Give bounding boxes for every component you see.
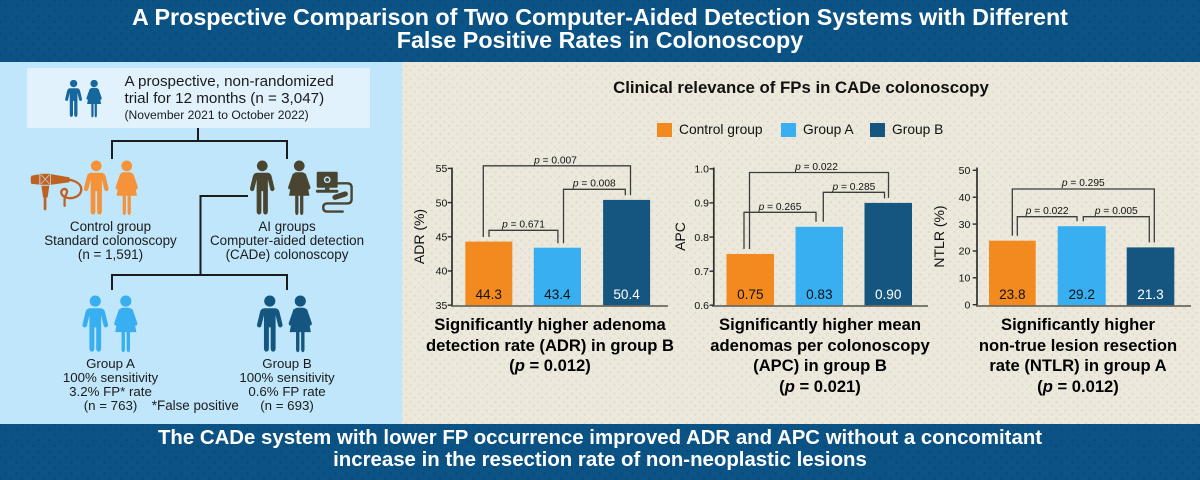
svg-text:40: 40 bbox=[436, 266, 448, 278]
svg-text:0.7: 0.7 bbox=[694, 266, 709, 278]
svg-text:0.90: 0.90 bbox=[875, 287, 902, 302]
svg-text:23.8: 23.8 bbox=[999, 287, 1025, 302]
svg-text:p = 0.022: p = 0.022 bbox=[1025, 206, 1069, 217]
svg-text:55: 55 bbox=[436, 163, 448, 175]
svg-text:0.9: 0.9 bbox=[694, 198, 709, 210]
svg-text:p = 0.022: p = 0.022 bbox=[794, 162, 838, 173]
svg-text:0.83: 0.83 bbox=[806, 287, 832, 302]
svg-text:0.6: 0.6 bbox=[694, 300, 709, 312]
svg-text:44.3: 44.3 bbox=[475, 287, 501, 302]
svg-text:10: 10 bbox=[959, 273, 971, 285]
svg-text:p = 0.265: p = 0.265 bbox=[758, 202, 802, 213]
svg-text:21.3: 21.3 bbox=[1137, 287, 1163, 302]
svg-text:30: 30 bbox=[959, 219, 971, 231]
svg-text:0.75: 0.75 bbox=[737, 287, 763, 302]
svg-text:40: 40 bbox=[959, 192, 971, 204]
svg-text:35: 35 bbox=[436, 300, 448, 312]
svg-text:45: 45 bbox=[436, 232, 448, 244]
svg-text:ADR (%): ADR (%) bbox=[411, 209, 427, 264]
svg-text:p = 0.005: p = 0.005 bbox=[1094, 206, 1138, 217]
svg-text:43.4: 43.4 bbox=[544, 287, 571, 302]
svg-text:0: 0 bbox=[964, 299, 970, 311]
svg-text:p = 0.008: p = 0.008 bbox=[572, 179, 616, 190]
svg-text:p = 0.285: p = 0.285 bbox=[832, 182, 876, 193]
svg-text:29.2: 29.2 bbox=[1068, 287, 1094, 302]
svg-text:NTLR (%): NTLR (%) bbox=[931, 205, 947, 267]
svg-text:APC: APC bbox=[672, 222, 688, 251]
svg-text:p = 0.295: p = 0.295 bbox=[1061, 178, 1105, 189]
svg-text:p = 0.671: p = 0.671 bbox=[501, 220, 545, 231]
svg-text:20: 20 bbox=[959, 246, 971, 258]
svg-text:50: 50 bbox=[959, 165, 971, 177]
svg-text:50.4: 50.4 bbox=[613, 287, 640, 302]
svg-text:1.0: 1.0 bbox=[694, 164, 709, 176]
svg-text:p = 0.007: p = 0.007 bbox=[533, 155, 577, 166]
svg-text:0.8: 0.8 bbox=[694, 232, 709, 244]
svg-text:50: 50 bbox=[436, 197, 448, 209]
